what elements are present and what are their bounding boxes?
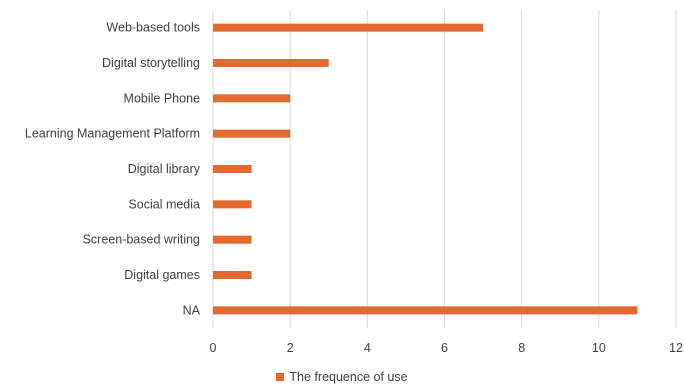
x-tick-label-6: 12: [669, 341, 683, 355]
legend-label: The frequence of use: [289, 370, 408, 384]
category-label-3: Learning Management Platform: [25, 127, 200, 141]
x-tick-label-1: 2: [287, 341, 294, 355]
category-label-1: Digital storytelling: [102, 56, 200, 70]
x-tick-label-4: 8: [518, 341, 525, 355]
category-label-6: Screen-based writing: [83, 233, 200, 247]
category-label-4: Digital library: [128, 162, 201, 176]
x-tick-label-3: 6: [441, 341, 448, 355]
bar-8: [213, 306, 638, 315]
category-label-5: Social media: [128, 197, 200, 211]
bar-3: [213, 129, 291, 138]
legend: The frequence of use: [0, 368, 684, 386]
bar-1: [213, 59, 329, 67]
bar-0: [213, 23, 484, 32]
x-tick-label-0: 0: [210, 341, 217, 355]
x-tick-label-2: 4: [364, 341, 371, 355]
x-tick-label-5: 10: [592, 341, 606, 355]
bar-2: [213, 94, 291, 103]
bar-5: [213, 200, 252, 209]
bar-6: [213, 235, 252, 244]
bar-4: [213, 165, 252, 173]
category-label-2: Mobile Phone: [124, 91, 200, 105]
category-label-0: Web-based tools: [106, 21, 200, 35]
legend-swatch: [276, 373, 285, 381]
category-label-7: Digital games: [124, 268, 200, 282]
category-label-8: NA: [183, 303, 201, 317]
bar-7: [213, 271, 252, 279]
